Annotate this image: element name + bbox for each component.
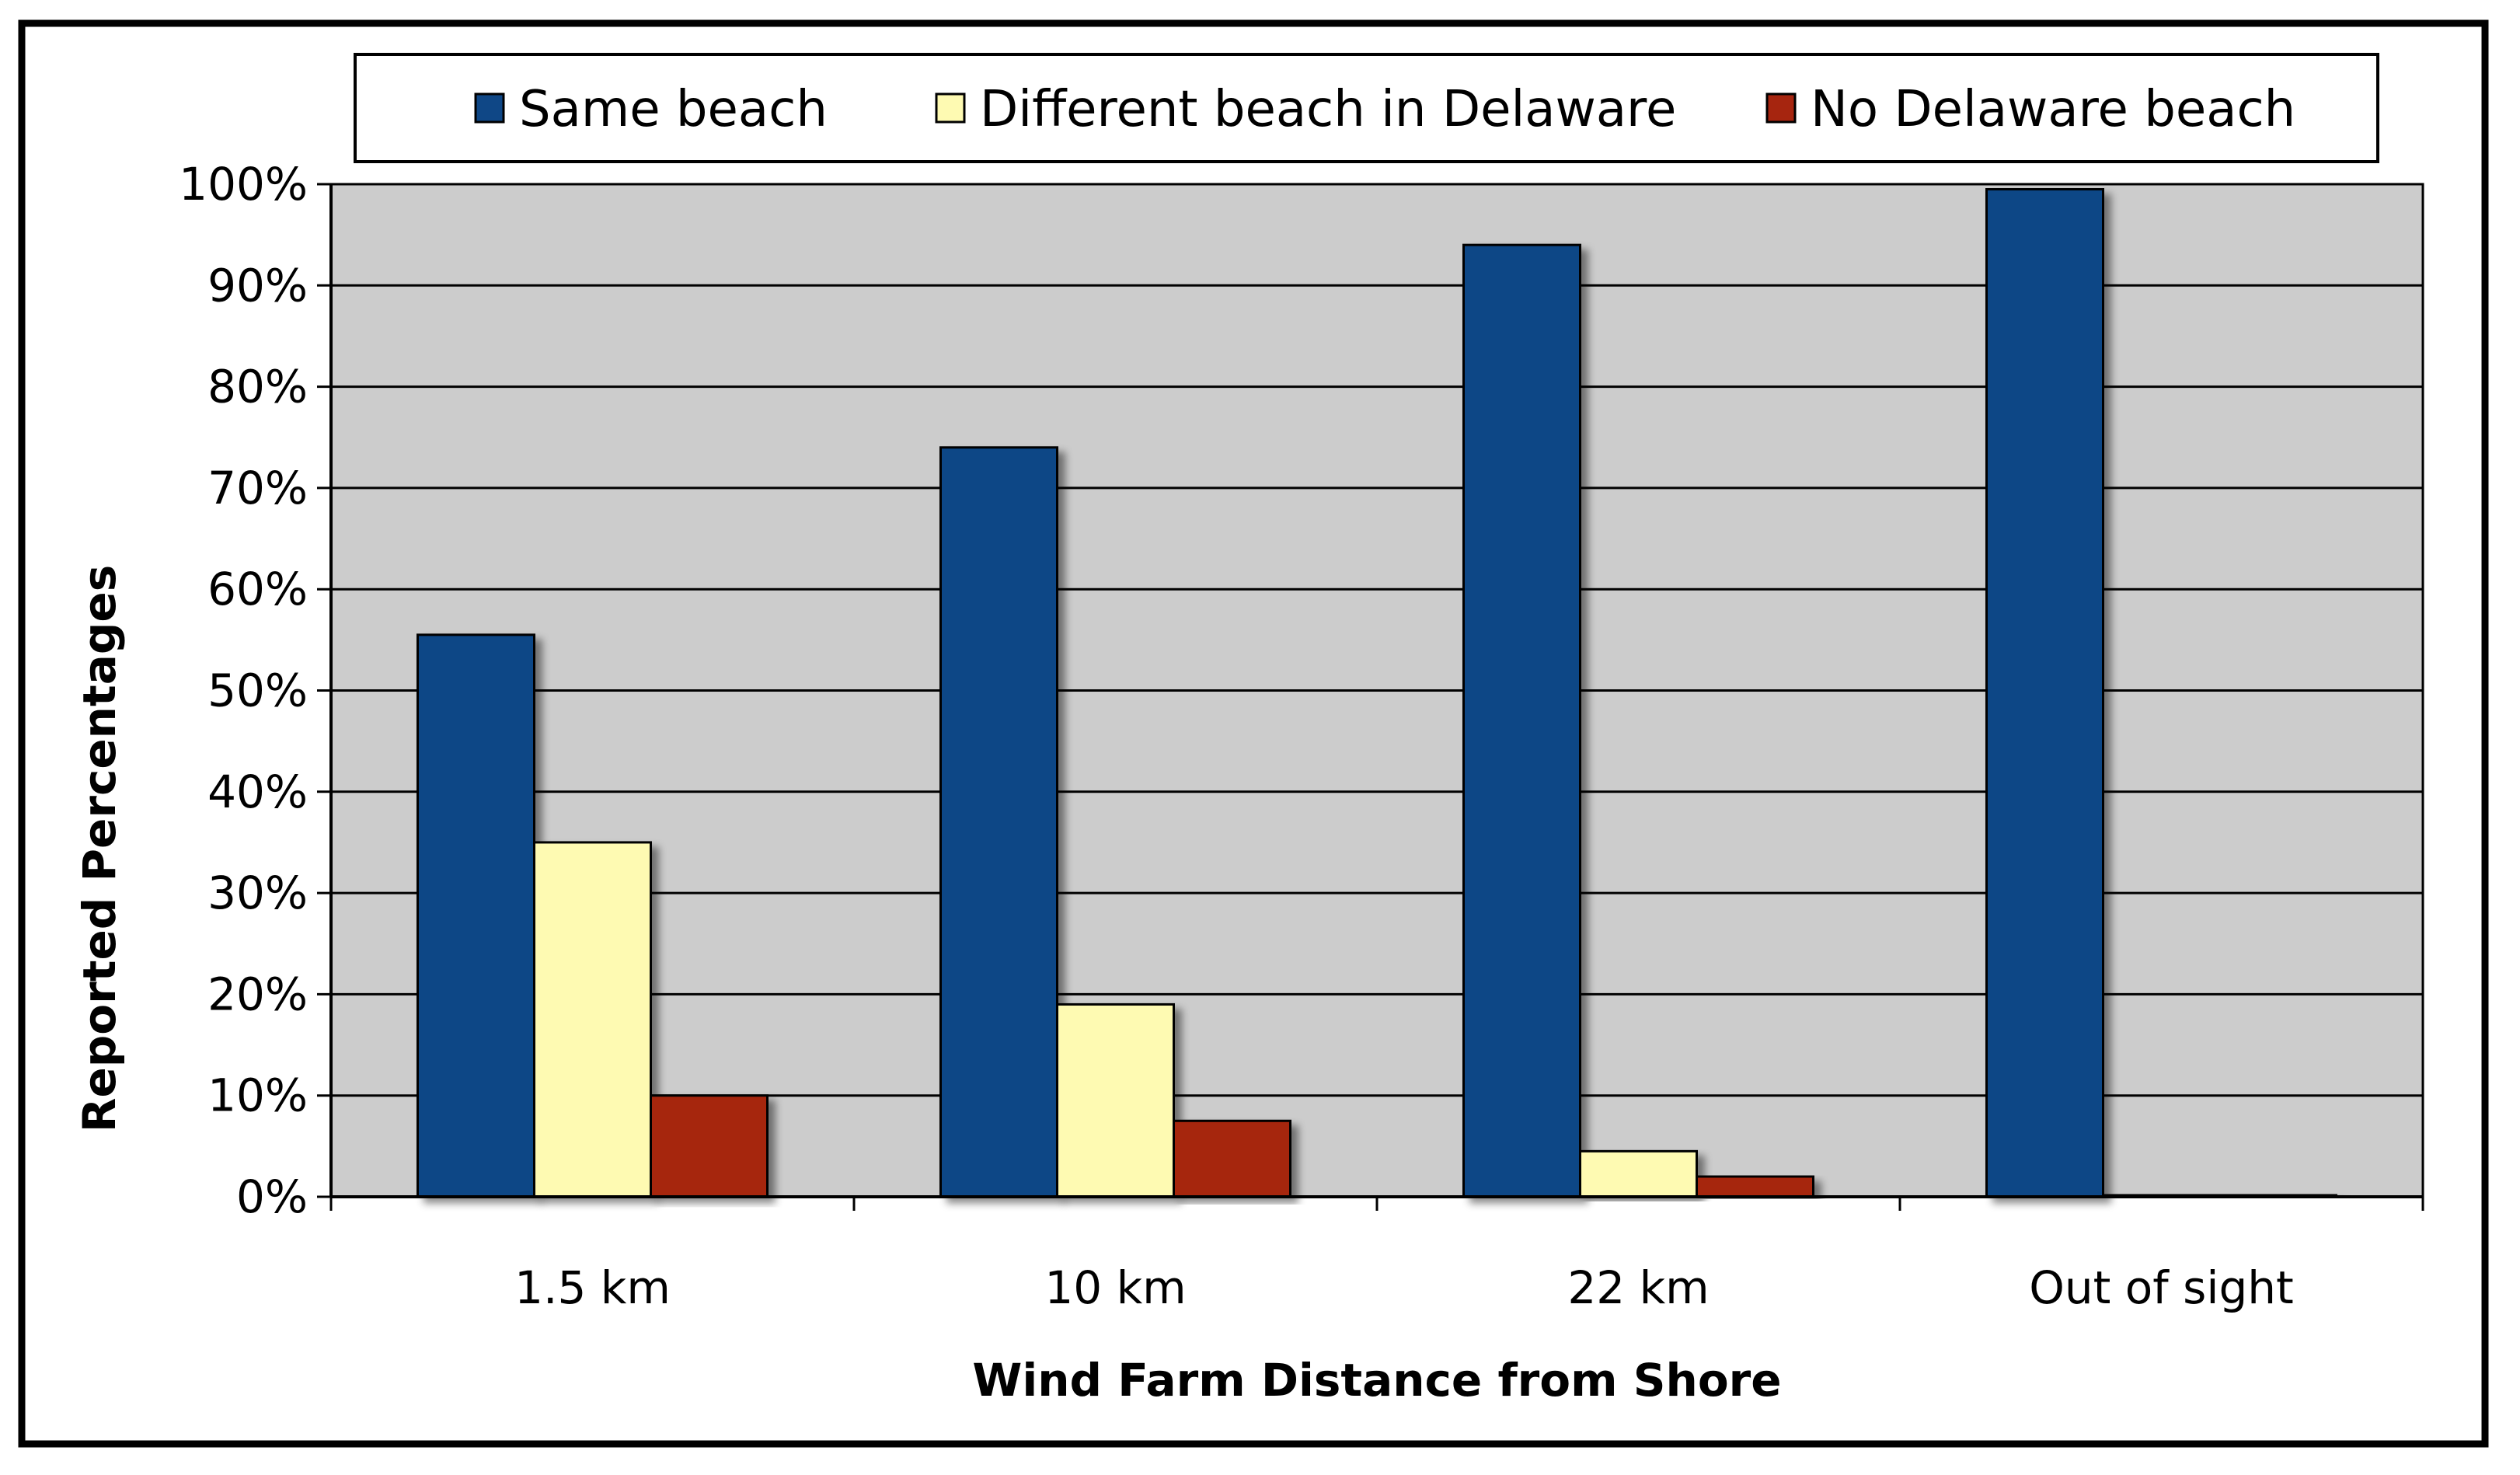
y-tick-label: 60% — [207, 563, 308, 615]
bar — [1173, 1119, 1291, 1198]
bar — [1696, 1175, 1814, 1198]
legend-swatch — [1765, 92, 1797, 124]
bars — [417, 188, 2337, 1198]
legend: Same beach Different beach in Delaware No … — [354, 53, 2379, 163]
x-tick-label: 10 km — [1044, 1261, 1186, 1314]
axes — [317, 183, 2424, 1211]
x-tick-labels: 1.5 km 10 km 22 km Out of sight — [514, 1261, 2294, 1314]
y-axis-title: Reported Percentages — [73, 565, 126, 1132]
legend-label: Different beach in Delaware — [980, 81, 1676, 138]
y-tick-label: 10% — [207, 1069, 308, 1122]
legend-swatch — [474, 92, 505, 124]
bar — [1462, 243, 1581, 1198]
y-tick-label: 0% — [236, 1170, 308, 1223]
bar — [417, 633, 535, 1198]
bar — [1579, 1149, 1698, 1198]
legend-label: Same beach — [519, 81, 828, 138]
y-tick-label: 30% — [207, 867, 308, 919]
y-tick-label: 40% — [207, 765, 308, 818]
x-axis-title: Wind Farm Distance from Shore — [972, 1354, 1781, 1407]
bar — [1985, 188, 2104, 1198]
bar — [533, 841, 652, 1198]
legend-swatch — [935, 92, 966, 124]
y-tick-label: 70% — [207, 462, 308, 514]
bar — [939, 446, 1058, 1198]
y-tick-label: 100% — [179, 158, 308, 211]
y-tick-label: 90% — [207, 259, 308, 312]
bar — [1056, 1003, 1175, 1198]
y-tick-label: 20% — [207, 968, 308, 1020]
y-tick-label: 50% — [207, 664, 308, 717]
legend-box — [354, 53, 2379, 163]
bar — [650, 1094, 769, 1198]
y-tick-labels: 0% 10% 20% 30% 40% 50% 60% 70% 80% 90% 100% — [179, 158, 308, 1223]
x-tick-label: 1.5 km — [514, 1261, 671, 1314]
x-tick-label: Out of sight — [2029, 1261, 2294, 1314]
y-tick-label: 80% — [207, 361, 308, 413]
legend-label: No Delaware beach — [1811, 81, 2295, 138]
x-tick-label: 22 km — [1567, 1261, 1709, 1314]
